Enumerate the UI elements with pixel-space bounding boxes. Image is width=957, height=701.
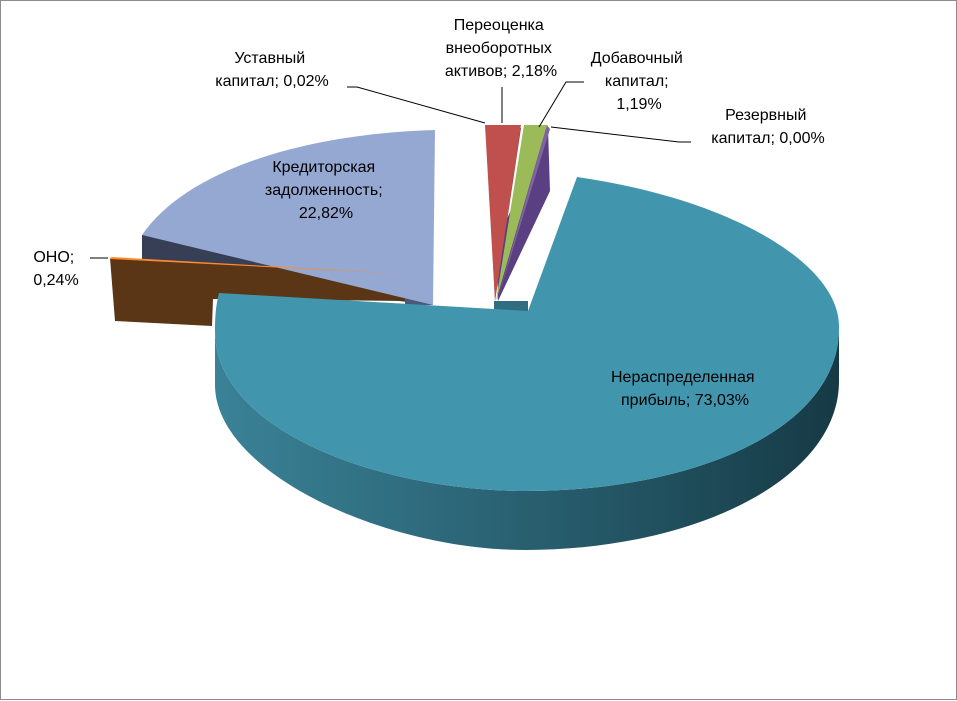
slice-side-retained-inner — [494, 301, 528, 311]
slice-top-retained — [215, 177, 840, 491]
leader-line-charter — [347, 86, 486, 124]
data-label-retained: Нераспределенная прибыль; 73,03% — [611, 369, 759, 409]
slice-top-ono — [110, 257, 405, 274]
leader-line-reserve — [550, 126, 691, 143]
data-label-reserve: Резервный капитал; 0,00% — [711, 107, 825, 147]
slice-top-reval — [485, 125, 521, 301]
leader-line-addcap — [538, 81, 584, 128]
slice-top-addcap — [496, 125, 547, 301]
data-label-reval: Переоценка внеоборотных активов; 2,18% — [445, 17, 557, 80]
data-label-addcap: Добавочный капитал; 1,19% — [591, 50, 688, 113]
data-label-creditors: Кредиторская задолженность; 22,82% — [265, 159, 387, 222]
data-label-charter: Уставный капитал; 0,02% — [215, 50, 329, 90]
data-label-ono: ОНО; 0,24% — [33, 249, 78, 289]
slice-top-creditors — [142, 130, 435, 305]
slice-tops — [110, 125, 840, 491]
slice-side-retained — [215, 328, 839, 550]
leader-lines — [90, 81, 691, 259]
data-labels: Нераспределенная прибыль; 73,03% ОНО; 0,… — [33, 17, 824, 409]
slice-top-reserve — [497, 125, 550, 301]
